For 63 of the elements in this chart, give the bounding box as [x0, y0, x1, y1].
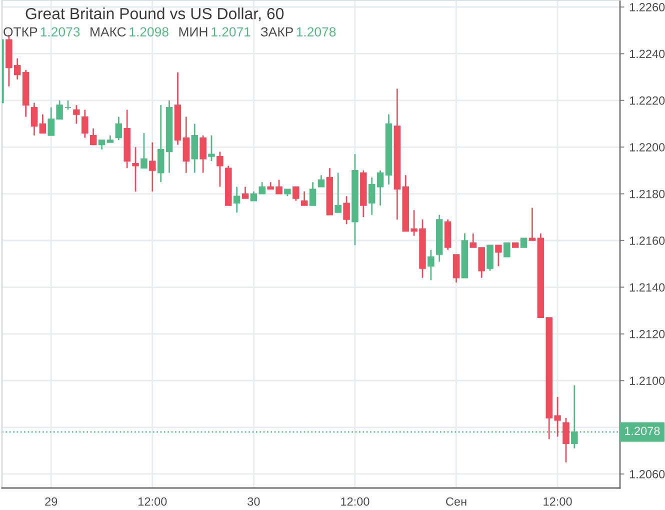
candlestick [157, 104, 164, 183]
candlestick [428, 249, 434, 281]
annotation: 1.2078 [296, 27, 336, 37]
y-tick-label: 1.2140 [630, 283, 665, 292]
y-tick-label: 1.2240 [630, 50, 665, 58]
x-tick-label: 30 [248, 497, 260, 506]
x-tick-label: 29 [45, 497, 58, 506]
y-tick-label: 1.2180 [630, 190, 665, 198]
annotation: МИН [179, 27, 208, 36]
candlestick [208, 134, 215, 162]
x-tick-label: 12:00 [138, 497, 167, 506]
candlestick [233, 186, 240, 214]
candlestick [343, 195, 350, 225]
candlestick [309, 181, 316, 206]
y-tick-label: 1.2220 [630, 96, 665, 105]
candlestick [376, 170, 384, 206]
ref-line-label: 1.2078 [625, 426, 660, 436]
candlestick [495, 244, 502, 267]
candlestick [30, 102, 38, 136]
annotation: 1.2098 [130, 27, 168, 37]
candlestick [452, 254, 460, 284]
annotation: МАКС [90, 27, 126, 37]
candlestick [528, 207, 536, 242]
chart-title: Great Britain Pound vs US Dollar, 60 [26, 8, 284, 22]
annotation: 1.2073 [40, 27, 80, 37]
y-tick-label: 1.2120 [630, 330, 665, 338]
candlestick [200, 134, 206, 174]
candlestick [216, 151, 224, 188]
y-tick-label: 1.2160 [630, 236, 665, 245]
y-tick-label: 1.2200 [630, 143, 665, 152]
candlestick [191, 123, 198, 174]
y-tick-label: 1.2100 [630, 376, 665, 385]
candlestick [292, 186, 300, 202]
candlestick [140, 132, 148, 169]
candlestick [504, 242, 510, 258]
candlestick [98, 139, 106, 150]
candlestick [334, 172, 342, 214]
candlestick [64, 100, 72, 110]
x-tick-label: 12:00 [341, 497, 370, 506]
candlestick [182, 116, 190, 174]
annotation: ЗАКР [260, 27, 293, 37]
candlestick [149, 142, 156, 192]
annotation: ОТКР [4, 27, 38, 37]
candlestick [39, 114, 46, 134]
annotation: 1.2071 [212, 27, 250, 37]
candlestick [73, 104, 80, 124]
candlestick [258, 181, 266, 194]
candlestick [486, 244, 494, 272]
candlestick [368, 176, 376, 216]
candlestick [300, 190, 308, 206]
candlestick [242, 186, 249, 200]
candlestick [318, 174, 325, 188]
candlestick [82, 109, 88, 138]
x-tick-label: Сен [446, 497, 466, 506]
candlestick [520, 238, 528, 248]
candlestick [250, 190, 258, 202]
y-tick-label: 1.2260 [630, 3, 665, 12]
y-tick-label: 1.2060 [630, 470, 665, 478]
candlestick [115, 116, 122, 141]
candlestick [562, 417, 570, 464]
x-tick-label: 12:00 [544, 497, 572, 506]
candlestick [90, 128, 97, 146]
candlestick [132, 146, 139, 192]
